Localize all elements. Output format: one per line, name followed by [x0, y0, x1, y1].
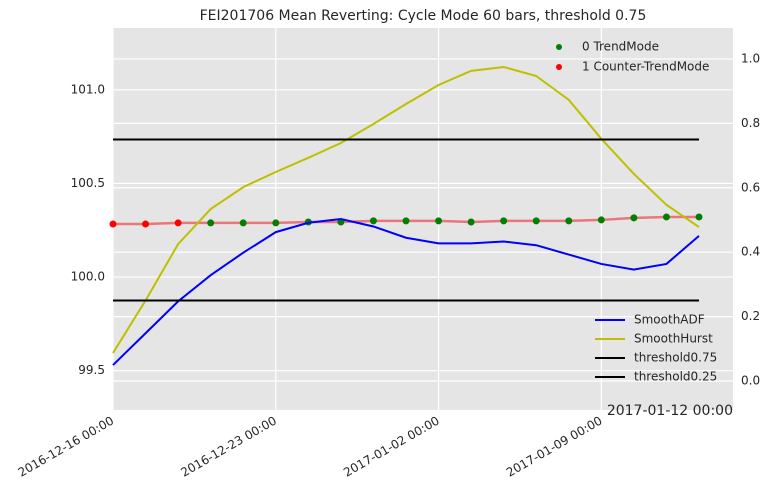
- y2-tick-label: 0.4: [741, 245, 760, 259]
- series-line: [112, 217, 700, 366]
- scatter-point: [467, 218, 475, 226]
- scatter-point: [207, 219, 215, 227]
- legend-label: threshold0.75: [634, 351, 717, 365]
- legend-label: SmoothADF: [634, 313, 705, 327]
- x-tick-label: 2016-12-23 00:00: [178, 414, 279, 480]
- y-tick-label: 101.0: [71, 82, 105, 96]
- legend-marker: [556, 44, 562, 50]
- scatter-point: [174, 219, 182, 227]
- y2-tick-label: 0.6: [741, 180, 760, 194]
- scatter-point: [369, 217, 377, 225]
- scatter-point: [695, 213, 703, 221]
- scatter-point: [109, 220, 117, 228]
- y-tick-label: 100.5: [71, 176, 105, 190]
- scatter-point: [239, 219, 247, 227]
- y2-tick-label: 0.0: [741, 374, 760, 388]
- legend-label: SmoothHurst: [634, 332, 713, 346]
- scatter-point: [402, 217, 410, 225]
- scatter-point: [662, 213, 670, 221]
- x-tick-label: 2017-01-02 00:00: [341, 414, 442, 480]
- scatter-point: [500, 217, 508, 225]
- scatter-point: [435, 217, 443, 225]
- x-offset-label: 2017-01-12 00:00: [607, 403, 733, 419]
- legend-marker: [556, 64, 562, 70]
- x-tick-label: 2017-01-09 00:00: [504, 414, 605, 480]
- y-tick-label: 99.5: [78, 363, 105, 377]
- chart-title: FEI201706 Mean Reverting: Cycle Mode 60 …: [200, 8, 647, 24]
- y-tick-label: 100.0: [71, 270, 105, 284]
- legend-label: 0 TrendMode: [582, 40, 659, 54]
- x-tick-label: 2016-12-16 00:00: [16, 414, 117, 480]
- y2-tick-label: 1.0: [741, 51, 760, 65]
- legend-label: 1 Counter-TrendMode: [582, 60, 709, 74]
- scatter-point: [532, 217, 540, 225]
- y2-tick-label: 0.8: [741, 116, 760, 130]
- scatter-point: [597, 216, 605, 224]
- scatter-point: [272, 219, 280, 227]
- y2-tick-label: 0.2: [741, 309, 760, 323]
- scatter-point: [565, 217, 573, 225]
- scatter-point: [142, 220, 150, 228]
- legend-label: threshold0.25: [634, 370, 717, 384]
- scatter-point: [630, 214, 638, 222]
